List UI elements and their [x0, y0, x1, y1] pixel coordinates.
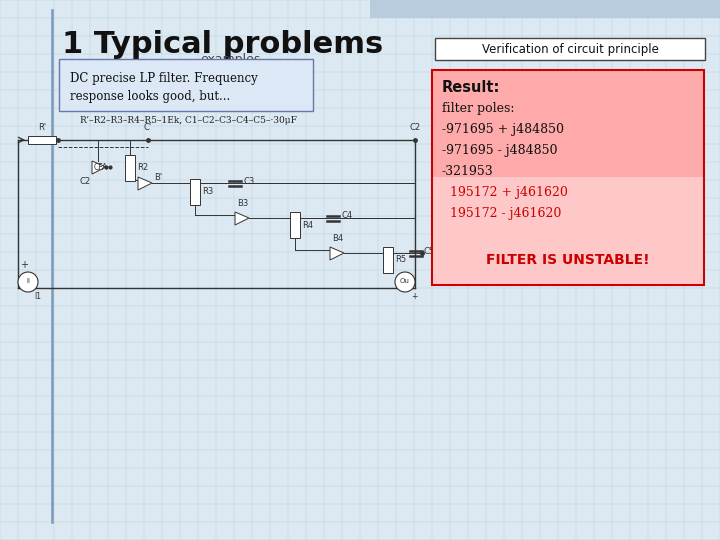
Text: +: +: [20, 260, 28, 270]
Circle shape: [395, 272, 415, 292]
Text: R': R': [38, 123, 46, 132]
Text: R’–R2–R3–R4–R5–1Ek, C1–C2–C3–C4–C5–·30μF: R’–R2–R3–R4–R5–1Ek, C1–C2–C3–C4–C5–·30μF: [80, 116, 297, 125]
Text: Result:: Result:: [442, 80, 500, 95]
Text: 195172 + j461620: 195172 + j461620: [450, 186, 568, 199]
Text: R3: R3: [202, 187, 213, 197]
Text: 195172 - j461620: 195172 - j461620: [450, 207, 562, 220]
Text: C2: C2: [410, 123, 421, 132]
Text: examples: examples: [200, 53, 260, 66]
Bar: [125, 155, 135, 181]
Bar: [190, 179, 200, 205]
Text: +: +: [411, 292, 418, 301]
Bar: [290, 212, 300, 238]
Text: C4: C4: [341, 212, 352, 220]
Text: FILTER IS UNSTABLE!: FILTER IS UNSTABLE!: [486, 253, 650, 267]
Text: C': C': [144, 123, 152, 132]
Text: CFA: CFA: [94, 163, 108, 172]
Text: I1: I1: [34, 292, 41, 301]
Text: Ou: Ou: [400, 278, 410, 284]
Circle shape: [18, 272, 38, 292]
Bar: [433, 177, 703, 284]
Polygon shape: [330, 247, 344, 260]
Text: -321953: -321953: [442, 165, 494, 178]
Text: II: II: [26, 278, 30, 284]
Text: Verification of circuit principle: Verification of circuit principle: [482, 43, 658, 56]
Text: DC precise LP filter. Frequency
response looks good, but...: DC precise LP filter. Frequency response…: [70, 72, 258, 103]
Text: 1 Typical problems: 1 Typical problems: [62, 30, 383, 59]
Text: -971695 - j484850: -971695 - j484850: [442, 144, 557, 157]
Text: B': B': [154, 172, 162, 181]
Text: R5: R5: [395, 255, 406, 265]
Polygon shape: [235, 212, 249, 225]
Text: B4: B4: [332, 234, 343, 243]
Bar: [370, 0, 720, 18]
Text: C5: C5: [424, 246, 435, 255]
Text: R2: R2: [137, 164, 148, 172]
Bar: [383, 247, 393, 273]
Bar: [432, 70, 704, 285]
Polygon shape: [138, 177, 152, 190]
Text: filter poles:: filter poles:: [442, 102, 515, 115]
FancyBboxPatch shape: [435, 38, 705, 60]
Text: B3: B3: [237, 199, 248, 208]
Bar: [28, 136, 56, 144]
Text: -971695 + j484850: -971695 + j484850: [442, 123, 564, 136]
Text: R4: R4: [302, 220, 313, 230]
Text: C3: C3: [243, 177, 254, 186]
FancyBboxPatch shape: [59, 59, 313, 111]
Text: C2: C2: [80, 177, 91, 186]
Polygon shape: [92, 161, 106, 174]
